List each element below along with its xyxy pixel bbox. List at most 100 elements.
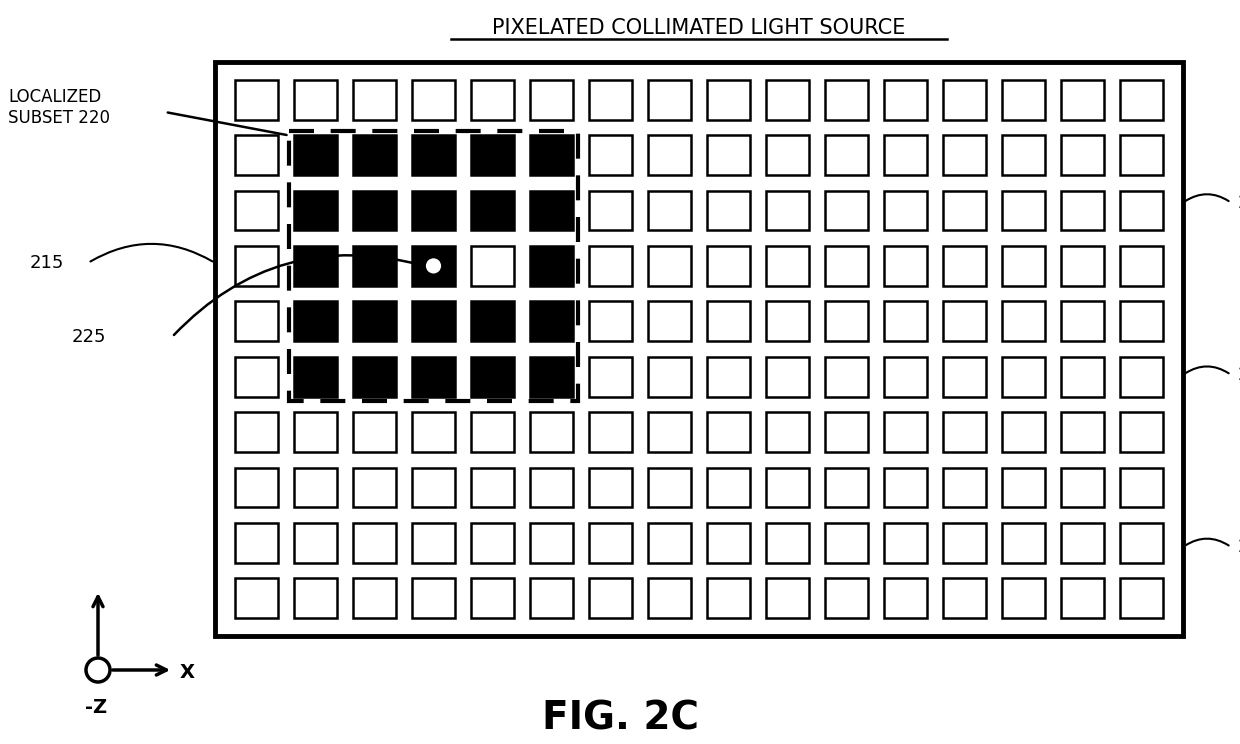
- Text: 215: 215: [30, 254, 64, 272]
- Bar: [471, 357, 513, 397]
- Bar: [944, 412, 986, 452]
- Bar: [1002, 246, 1045, 286]
- Bar: [884, 190, 926, 231]
- Bar: [944, 190, 986, 231]
- Bar: [826, 412, 868, 452]
- Bar: [649, 190, 691, 231]
- Bar: [412, 357, 455, 397]
- Bar: [826, 135, 868, 175]
- Bar: [766, 190, 808, 231]
- Bar: [471, 301, 513, 341]
- Bar: [289, 130, 578, 401]
- Bar: [826, 467, 868, 507]
- Bar: [294, 301, 337, 341]
- Bar: [944, 246, 986, 286]
- Bar: [294, 523, 337, 563]
- Bar: [353, 523, 396, 563]
- Bar: [944, 301, 986, 341]
- Bar: [589, 578, 631, 618]
- Bar: [531, 357, 573, 397]
- FancyArrowPatch shape: [167, 112, 286, 135]
- Bar: [1061, 523, 1104, 563]
- Bar: [707, 190, 750, 231]
- Bar: [1002, 467, 1045, 507]
- Bar: [649, 412, 691, 452]
- Bar: [531, 190, 573, 231]
- Bar: [471, 246, 513, 286]
- Bar: [236, 80, 278, 120]
- Bar: [1002, 357, 1045, 397]
- Bar: [707, 412, 750, 452]
- Bar: [294, 80, 337, 120]
- Bar: [589, 190, 631, 231]
- Text: LOCALIZED
SUBSET 220: LOCALIZED SUBSET 220: [7, 88, 110, 126]
- Bar: [531, 246, 573, 286]
- Bar: [884, 246, 926, 286]
- Bar: [353, 246, 396, 286]
- Bar: [1061, 190, 1104, 231]
- Bar: [944, 523, 986, 563]
- Bar: [766, 357, 808, 397]
- Bar: [589, 523, 631, 563]
- Bar: [531, 578, 573, 618]
- Text: -Z: -Z: [84, 698, 107, 717]
- Bar: [884, 135, 926, 175]
- Bar: [766, 578, 808, 618]
- Bar: [471, 523, 513, 563]
- Bar: [649, 467, 691, 507]
- Bar: [412, 301, 455, 341]
- Bar: [884, 80, 926, 120]
- Bar: [236, 467, 278, 507]
- Bar: [766, 80, 808, 120]
- Bar: [215, 62, 1183, 636]
- Bar: [649, 301, 691, 341]
- Bar: [1061, 246, 1104, 286]
- Bar: [649, 523, 691, 563]
- Bar: [1061, 357, 1104, 397]
- Bar: [1120, 190, 1163, 231]
- Bar: [471, 467, 513, 507]
- Bar: [531, 135, 573, 175]
- Bar: [589, 246, 631, 286]
- Bar: [1120, 135, 1163, 175]
- Bar: [766, 301, 808, 341]
- Bar: [531, 80, 573, 120]
- Text: 215: 215: [1238, 538, 1240, 556]
- Bar: [1061, 578, 1104, 618]
- Bar: [1120, 412, 1163, 452]
- Bar: [294, 412, 337, 452]
- Bar: [353, 190, 396, 231]
- Text: PIXELATED COLLIMATED LIGHT SOURCE: PIXELATED COLLIMATED LIGHT SOURCE: [492, 18, 905, 38]
- Bar: [649, 246, 691, 286]
- Bar: [471, 190, 513, 231]
- Bar: [353, 301, 396, 341]
- Bar: [353, 412, 396, 452]
- Bar: [412, 190, 455, 231]
- Bar: [1120, 246, 1163, 286]
- Bar: [1120, 357, 1163, 397]
- Bar: [944, 357, 986, 397]
- Bar: [884, 357, 926, 397]
- Bar: [353, 578, 396, 618]
- Bar: [294, 246, 337, 286]
- Bar: [707, 578, 750, 618]
- FancyArrowPatch shape: [113, 665, 166, 675]
- Bar: [707, 523, 750, 563]
- Bar: [826, 190, 868, 231]
- Bar: [1002, 135, 1045, 175]
- Bar: [1120, 80, 1163, 120]
- Bar: [236, 523, 278, 563]
- Bar: [471, 135, 513, 175]
- Bar: [826, 246, 868, 286]
- Bar: [236, 301, 278, 341]
- Bar: [707, 357, 750, 397]
- Circle shape: [424, 257, 443, 275]
- Bar: [766, 412, 808, 452]
- Bar: [353, 467, 396, 507]
- FancyArrowPatch shape: [91, 244, 212, 261]
- Bar: [1002, 301, 1045, 341]
- Bar: [1120, 467, 1163, 507]
- Bar: [649, 357, 691, 397]
- Bar: [707, 80, 750, 120]
- Bar: [944, 80, 986, 120]
